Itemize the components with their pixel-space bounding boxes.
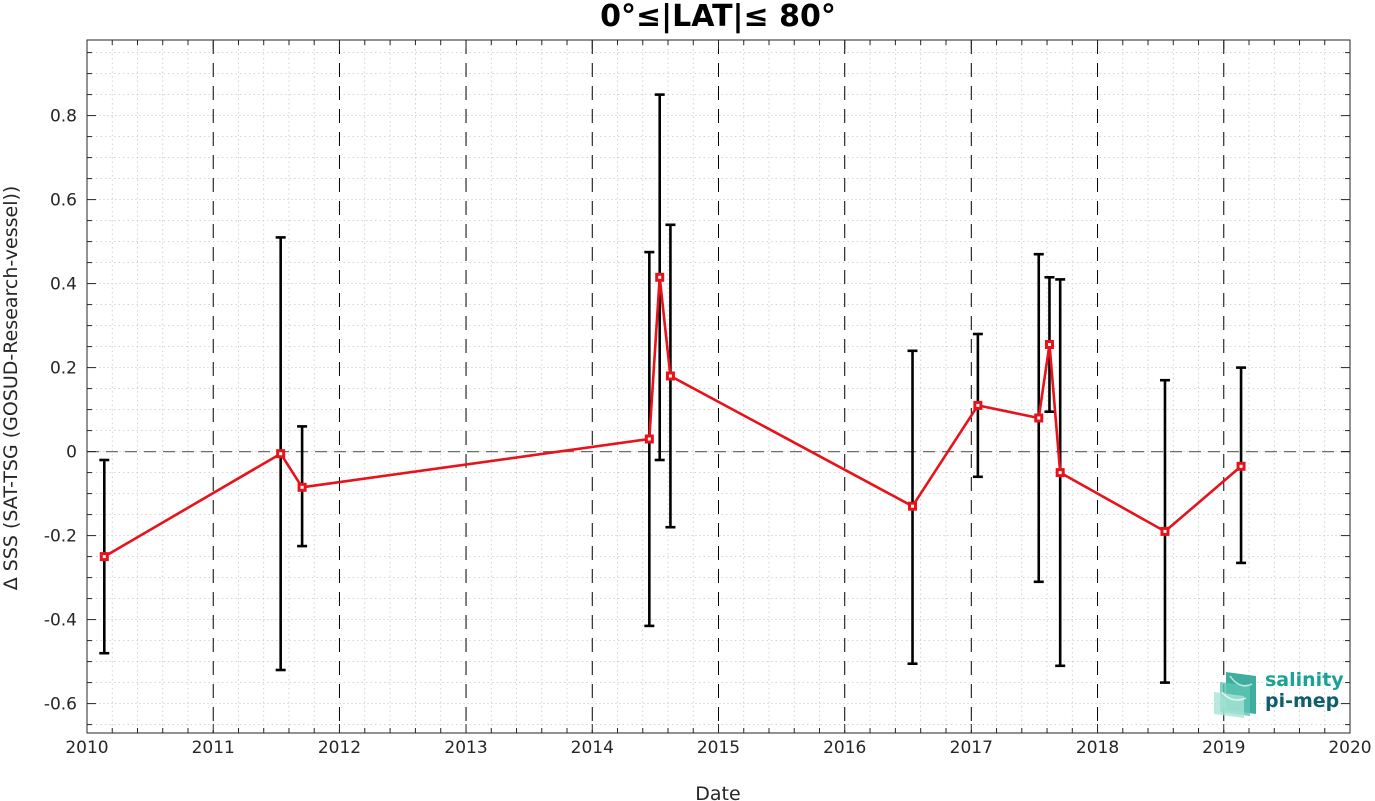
x-tick-label: 2012 [318,738,361,758]
x-tick-label: 2020 [1328,738,1371,758]
data-point-center [279,452,283,456]
y-tick-label: 0.4 [50,275,77,295]
x-tick-label: 2011 [192,738,235,758]
y-tick-label: -0.2 [44,527,77,547]
x-tick-label: 2013 [444,738,487,758]
data-point-center [668,374,672,378]
logo-wave-icon [1214,672,1256,718]
x-tick-label: 2014 [571,738,614,758]
data-point-center [1047,343,1051,346]
data-point-center [102,555,106,559]
x-tick-label: 2015 [697,738,740,758]
logo-text-pimep: pi-mep [1265,690,1339,712]
chart-title: 0°≤|LAT|≤ 80° [600,0,836,34]
data-point-center [647,437,651,441]
x-axis-label: Date [695,783,740,801]
data-point-center [1037,416,1041,420]
data-point-center [1239,464,1243,468]
x-tick-label: 2017 [950,738,993,758]
y-tick-label: 0 [66,443,77,463]
y-axis-label: Δ SSS (SAT-TSG (GOSUD-Research-vessel)) [0,186,22,591]
data-point-center [911,504,915,508]
data-point-center [300,485,304,489]
x-tick-label: 2010 [65,738,108,758]
y-tick-label: 0.2 [50,359,77,379]
x-tick-label: 2019 [1202,738,1245,758]
plot-area: 2010 2011 2012 2013 2014 2015 2016 2017 2018 2019… [44,39,1372,758]
y-tick-label: 0.8 [50,107,77,127]
data-point-center [1163,529,1167,533]
y-tick-label: -0.4 [44,611,77,631]
data-point-center [1058,471,1062,475]
data-point-center [658,275,662,279]
x-tick-label: 2016 [823,738,866,758]
data-point-center [976,403,980,407]
y-tick-label: 0.6 [50,191,77,211]
y-tick-label: -0.6 [44,695,77,715]
salinity-pimep-logo: salinity pi-mep [1214,669,1344,718]
x-tick-label: 2018 [1076,738,1119,758]
logo-text-salinity: salinity [1265,669,1344,691]
